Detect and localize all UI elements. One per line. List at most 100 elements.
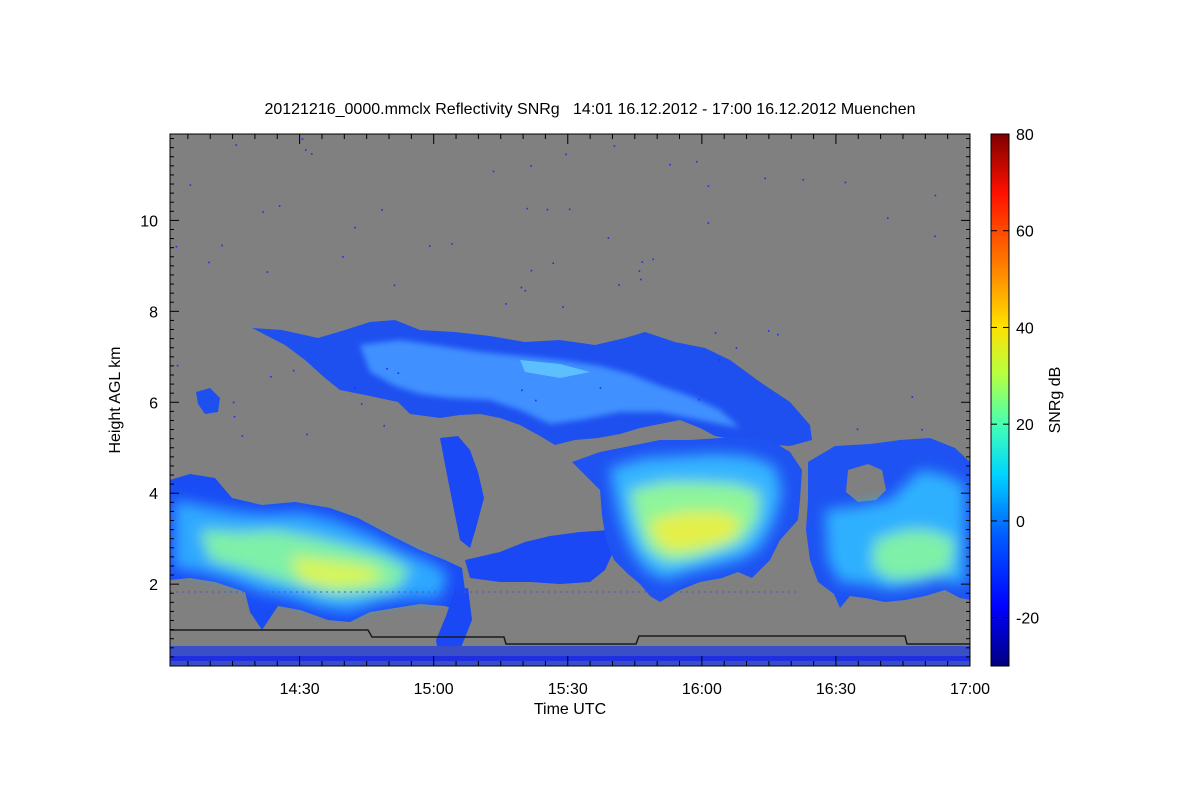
y-tick-label: 8 — [149, 304, 158, 321]
noise-speckle — [641, 261, 644, 263]
noise-speckle — [934, 235, 936, 238]
noise-speckle — [232, 401, 235, 404]
colorbar-tick-label: 80 — [1016, 127, 1034, 144]
noise-speckle — [383, 424, 385, 427]
colorbar-tick-label: 20 — [1016, 417, 1034, 434]
x-tick-label: 17:00 — [950, 681, 990, 698]
y-tick-label: 4 — [149, 486, 158, 503]
y-tick-label: 10 — [140, 213, 158, 230]
noise-speckle — [718, 359, 721, 361]
echo-wisps — [440, 436, 484, 548]
y-axis-label: Height AGL km — [107, 346, 124, 453]
noise-speckle — [505, 303, 507, 305]
noise-speckle — [292, 369, 295, 372]
chart-title: 20121216_0000.mmclx Reflectivity SNRg 14… — [264, 101, 915, 118]
noise-speckle — [613, 145, 616, 147]
y-axis: 2 4 6 8 10 — [140, 138, 970, 667]
noise-speckle — [397, 372, 400, 374]
colorbar-tick-label: 40 — [1016, 320, 1034, 337]
noise-speckle — [911, 396, 914, 398]
colorbar-ticks: -20 0 20 40 60 80 — [991, 127, 1039, 628]
noise-speckle — [521, 389, 523, 392]
noise-speckle — [844, 181, 847, 184]
noise-speckle — [235, 144, 238, 146]
noise-speckle — [381, 209, 383, 211]
noise-speckle — [221, 244, 223, 247]
noise-speckle — [764, 177, 767, 180]
noise-speckle — [175, 245, 178, 248]
echo-main-cloud-peak — [650, 512, 742, 552]
echo-right-cloud-gap — [846, 464, 886, 502]
noise-speckle — [208, 261, 210, 264]
noise-speckle — [492, 170, 495, 173]
noise-speckle — [638, 270, 641, 272]
noise-speckle — [176, 364, 179, 367]
noise-speckle — [241, 435, 244, 437]
noise-speckle — [639, 278, 642, 281]
noise-speckle — [535, 399, 537, 402]
colorbar — [990, 133, 1010, 667]
noise-speckle — [428, 245, 431, 247]
noise-speckle — [707, 185, 710, 187]
x-tick-label: 16:00 — [682, 681, 722, 698]
ground-clutter-band — [170, 656, 970, 661]
noise-speckle — [301, 138, 304, 140]
noise-speckle — [698, 398, 700, 401]
noise-speckle — [669, 163, 671, 166]
noise-speckle — [802, 178, 805, 181]
noise-speckle — [386, 367, 388, 370]
colorbar-tick-label: 60 — [1016, 224, 1034, 241]
noise-speckle — [266, 271, 269, 273]
noise-speckle — [546, 208, 549, 211]
x-axis: 14:30 15:00 15:30 16:00 16:30 17:00 — [187, 134, 990, 698]
noise-speckle — [714, 332, 717, 334]
instrument-trace — [170, 629, 970, 645]
noise-speckle — [887, 217, 889, 219]
noise-speckle — [856, 428, 859, 431]
colorbar-tick-label: 0 — [1016, 514, 1025, 531]
noise-speckle — [393, 284, 396, 287]
noise-speckle — [354, 226, 356, 229]
noise-speckle — [233, 415, 236, 418]
noise-speckle — [607, 237, 610, 239]
noise-speckle — [599, 387, 602, 389]
echo-upper-cloud-core — [360, 340, 740, 428]
noise-speckle — [451, 243, 453, 245]
noise-speckle — [777, 333, 779, 336]
noise-speckle — [767, 330, 770, 332]
x-axis-label: Time UTC — [534, 701, 606, 718]
x-tick-label: 15:00 — [414, 681, 454, 698]
noise-speckle — [520, 286, 523, 289]
echo-small-blob-left — [196, 388, 220, 414]
x-tick-label: 14:30 — [280, 681, 320, 698]
noise-speckle — [360, 403, 363, 405]
noise-speckle — [270, 375, 272, 378]
plot-frame — [169, 133, 971, 667]
y-tick-label: 2 — [149, 577, 158, 594]
colorbar-tick-label: -20 — [1016, 611, 1039, 628]
noise-speckle — [735, 347, 738, 349]
noise-speckle — [278, 205, 281, 207]
x-tick-label: 15:30 — [548, 681, 588, 698]
echo-upper-cloud-streak — [520, 360, 590, 378]
noise-speckle — [552, 262, 555, 264]
noise-speckle — [530, 165, 532, 167]
echo-thin-band — [465, 530, 615, 584]
noise-speckle — [707, 222, 710, 224]
radar-echo-layer — [170, 138, 970, 666]
noise-speckle — [353, 387, 356, 389]
noise-speckle — [189, 184, 192, 186]
noise-speckle — [524, 289, 527, 292]
noise-speckle — [304, 149, 307, 151]
echo-right-cloud-hot — [872, 530, 955, 580]
echo-low-cloud-peak — [290, 556, 385, 588]
noise-speckle — [530, 269, 533, 272]
noise-speckle — [695, 160, 698, 163]
noise-speckle — [342, 256, 344, 258]
noise-speckle — [934, 194, 937, 197]
noise-speckle — [526, 207, 529, 210]
noise-speckle — [568, 208, 571, 211]
x-tick-label: 16:30 — [816, 681, 856, 698]
noise-speckle — [652, 258, 654, 261]
